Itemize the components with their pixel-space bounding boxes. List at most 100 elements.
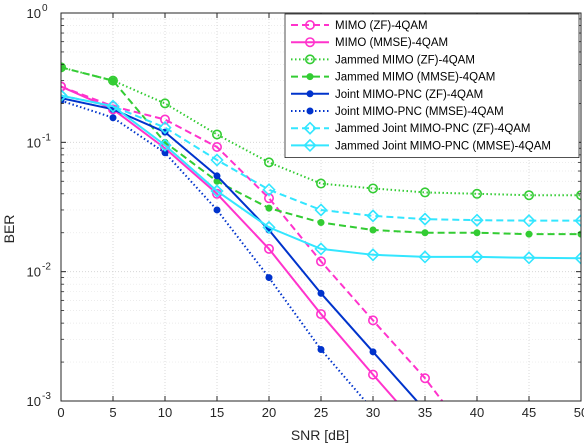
data-point	[418, 250, 432, 264]
x-tick-label: 30	[366, 405, 380, 420]
data-point	[263, 193, 274, 204]
series-8	[61, 88, 581, 265]
axes: 0510152025303540455010010-110-210-3	[27, 3, 584, 420]
x-tick-label: 5	[109, 405, 116, 420]
data-point	[367, 315, 378, 326]
data-point	[314, 203, 328, 217]
data-point	[262, 220, 276, 235]
data-point	[109, 77, 117, 85]
data-point	[61, 63, 65, 71]
legend-entry: Jammed MIMO (ZF)-4QAM	[291, 54, 475, 66]
y-tick-label: 10	[27, 6, 41, 21]
data-point	[109, 114, 117, 122]
legend-entry: Jammed MIMO (MMSE)-4QAM	[291, 72, 495, 84]
data-point	[158, 120, 172, 135]
legend-label: Joint MIMO-PNC (MMSE)-4QAM	[335, 106, 504, 118]
legend-label: Jammed MIMO (MMSE)-4QAM	[335, 72, 495, 84]
legend-label: Joint MIMO-PNC (ZF)-4QAM	[335, 89, 483, 101]
legend-label: Jammed MIMO (ZF)-4QAM	[335, 54, 475, 66]
x-tick-label: 0	[57, 405, 64, 420]
data-point	[263, 157, 274, 168]
data-point	[317, 218, 325, 226]
data-point	[525, 230, 533, 238]
data-point	[470, 213, 484, 227]
data-point	[213, 206, 221, 214]
data-point	[210, 153, 224, 167]
series-line	[61, 85, 444, 401]
data-point	[265, 274, 273, 282]
data-point	[306, 107, 314, 115]
data-point	[303, 138, 317, 153]
data-point	[160, 98, 171, 109]
data-point	[61, 88, 68, 103]
data-point	[366, 209, 380, 223]
legend-box	[284, 13, 580, 159]
data-point	[306, 73, 314, 81]
x-tick-label: 10	[158, 405, 172, 420]
y-tick-label: 10	[27, 394, 41, 409]
data-point	[212, 129, 223, 140]
legend-entry: Jammed Joint MIMO-PNC (ZF)-4QAM	[291, 121, 531, 135]
y-axis-label: BER	[1, 215, 17, 244]
data-point	[213, 172, 221, 180]
data-point	[366, 248, 380, 262]
data-point	[314, 242, 328, 256]
data-point	[303, 121, 317, 135]
y-tick-exponent: 0	[42, 3, 48, 14]
legend: MIMO (ZF)-4QAM MIMO (MMSE)-4QAM Jammed MIM…	[284, 13, 580, 159]
x-tick-label: 50	[574, 405, 584, 420]
x-tick-label: 20	[262, 405, 276, 420]
series-1	[61, 81, 444, 401]
data-point	[367, 369, 378, 380]
data-point	[315, 309, 326, 320]
data-point	[473, 229, 481, 237]
series-line	[61, 94, 581, 222]
data-point	[158, 138, 172, 152]
y-tick-label: 10	[27, 265, 41, 280]
data-point	[315, 178, 326, 189]
legend-entry: Joint MIMO-PNC (MMSE)-4QAM	[291, 106, 504, 118]
data-point	[470, 250, 484, 264]
x-tick-label: 35	[418, 405, 432, 420]
data-point	[304, 19, 315, 30]
x-tick-label: 25	[314, 405, 328, 420]
data-point	[210, 184, 224, 198]
legend-label: MIMO (MMSE)-4QAM	[335, 37, 448, 49]
y-tick-exponent: -1	[42, 132, 51, 143]
series-3	[61, 62, 581, 201]
data-point	[315, 256, 326, 267]
data-point	[262, 183, 276, 197]
data-point	[304, 37, 315, 48]
series-line	[61, 85, 398, 401]
data-point	[522, 214, 536, 228]
data-point	[304, 54, 315, 65]
x-tick-label: 40	[470, 405, 484, 420]
legend-entry: Joint MIMO-PNC (ZF)-4QAM	[291, 89, 483, 101]
data-point	[369, 348, 377, 356]
data-point	[106, 99, 120, 113]
data-point	[421, 229, 429, 237]
legend-label: Jammed Joint MIMO-PNC (MMSE)-4QAM	[335, 140, 551, 152]
legend-entry: MIMO (ZF)-4QAM	[291, 19, 428, 32]
plot-area	[61, 62, 581, 401]
data-point	[574, 214, 581, 228]
data-point	[61, 62, 66, 73]
x-axis-label: SNR [dB]	[291, 427, 349, 443]
legend-label: Jammed Joint MIMO-PNC (ZF)-4QAM	[335, 123, 531, 135]
legend-entry: MIMO (MMSE)-4QAM	[291, 37, 448, 49]
data-point	[418, 212, 432, 226]
y-tick-label: 10	[27, 135, 41, 150]
y-tick-exponent: -3	[42, 391, 51, 402]
data-point	[419, 187, 430, 198]
data-point	[61, 81, 66, 92]
legend-label: MIMO (ZF)-4QAM	[335, 20, 428, 32]
data-point	[574, 251, 581, 265]
data-point	[108, 75, 119, 86]
data-point	[317, 289, 325, 297]
legend-entry: Jammed Joint MIMO-PNC (MMSE)-4QAM	[291, 138, 551, 153]
series-6	[61, 97, 367, 401]
x-tick-label: 45	[522, 405, 536, 420]
data-point	[306, 90, 314, 98]
data-point	[367, 183, 378, 194]
